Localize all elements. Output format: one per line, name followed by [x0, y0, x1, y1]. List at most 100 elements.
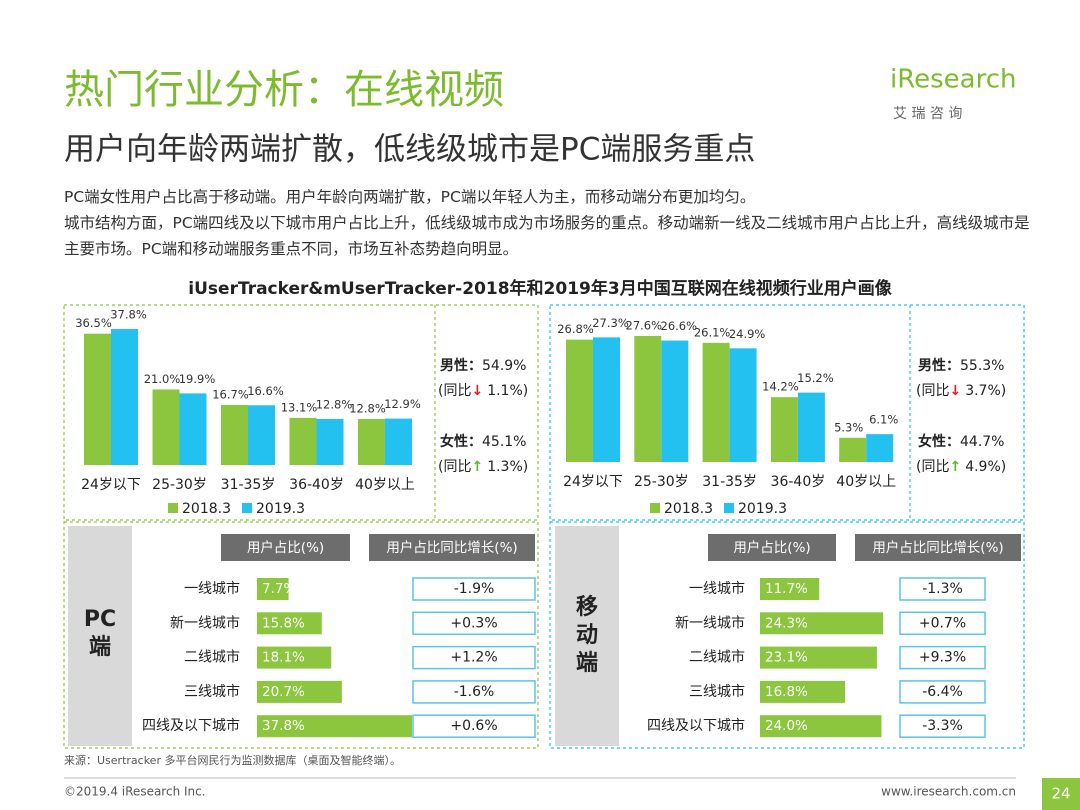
- legend-swatch: [168, 503, 178, 513]
- yoy-cell: [412, 680, 536, 704]
- yoy-label: -3.3%: [922, 718, 963, 734]
- yoy-label: +9.3%: [919, 650, 966, 666]
- value-label: 12.8%: [349, 401, 386, 415]
- yoy-label: +1.2%: [450, 650, 497, 666]
- city-label: 新一线城市: [675, 614, 745, 631]
- gender-yoy: (同比↓ 3.7%): [916, 383, 1006, 399]
- platform-block: [68, 526, 132, 746]
- header-label: 用户占比同比增长(%): [872, 539, 1003, 556]
- x-tick-label: 31-35岁: [702, 474, 757, 490]
- header-cell: [855, 534, 1021, 561]
- bar: [257, 646, 332, 669]
- yoy-label: -1.9%: [454, 581, 495, 597]
- yoy-value: 4.9%): [965, 459, 1006, 475]
- yoy-cell: [899, 645, 986, 670]
- gender-share: 男性：54.9%: [440, 357, 526, 374]
- bar: [289, 417, 317, 465]
- x-tick-label: 36-40岁: [771, 474, 826, 490]
- yoy-cell: [899, 611, 986, 636]
- value-label: 26.8%: [557, 322, 594, 336]
- title: 热门行业分析：在线视频: [64, 67, 504, 113]
- x-tick-label: 25-30岁: [634, 474, 689, 490]
- yoy-value: 3.7%): [965, 383, 1006, 399]
- paragraph: PC端女性用户占比高于移动端。用户年龄向两端扩散，PC端以年轻人为主，而移动端分…: [64, 188, 756, 206]
- source: 来源：Usertracker 多平台网民行为监测数据库（桌面及智能终端）。: [64, 753, 401, 767]
- x-tick-label: 40岁以上: [355, 477, 415, 493]
- gender-share: 女性：44.7%: [918, 433, 1004, 450]
- yoy-cell: [899, 680, 986, 704]
- x-tick-label: 36-40岁: [289, 477, 344, 493]
- bar: [760, 680, 846, 703]
- value-label: 11.7%: [765, 581, 808, 597]
- header-cell: [369, 534, 535, 561]
- x-tick-label: 25-30岁: [152, 477, 207, 493]
- value-label: 23.1%: [765, 650, 808, 666]
- value-label: 5.3%: [834, 420, 863, 434]
- legend-label: 2018.3: [182, 501, 231, 517]
- bar: [760, 612, 883, 635]
- legend-label: 2019.3: [738, 501, 787, 517]
- header-label: 用户占比(%): [247, 539, 324, 556]
- page-badge: [1042, 778, 1080, 810]
- legend-swatch: [242, 503, 252, 513]
- bar: [257, 612, 322, 635]
- legend-swatch: [724, 503, 734, 513]
- bar: [661, 340, 689, 462]
- yoy-label: -1.6%: [454, 684, 495, 700]
- bar: [358, 418, 385, 465]
- yoy-label: +0.6%: [450, 718, 497, 734]
- city-label: 二线城市: [689, 649, 745, 666]
- value-label: 37.8%: [110, 308, 147, 322]
- gender-label: 女性：: [440, 433, 482, 450]
- gender-value: 55.3%: [960, 358, 1004, 374]
- gender-label: 男性：: [918, 357, 960, 374]
- bar: [111, 329, 138, 465]
- x-tick-label: 31-35岁: [221, 477, 276, 493]
- gender-value: 44.7%: [960, 434, 1004, 450]
- gender-yoy: (同比↑ 4.9%): [916, 459, 1006, 475]
- subtitle: 用户向年龄两端扩散，低线级城市是PC端服务重点: [64, 132, 755, 168]
- paragraph: 城市结构方面，PC端四线及以下城市用户占比上升，低线级城市成为市场服务的重点。移…: [64, 214, 1030, 258]
- logo: iResearch: [890, 65, 1016, 95]
- value-label: 24.0%: [765, 718, 808, 734]
- bar: [760, 578, 820, 600]
- city-label: 三线城市: [184, 683, 240, 700]
- value-label: 26.6%: [661, 319, 698, 333]
- value-label: 16.7%: [212, 387, 249, 401]
- value-label: 36.5%: [75, 316, 112, 330]
- yoy-value: 1.3%): [487, 459, 528, 475]
- yoy-cell: [412, 714, 536, 738]
- value-label: 13.1%: [281, 400, 318, 414]
- value-label: 16.6%: [247, 384, 284, 398]
- frames: [63, 304, 1025, 749]
- yoy-label: -6.4%: [922, 684, 963, 700]
- bar: [760, 646, 877, 669]
- gender-value: 54.9%: [482, 358, 526, 374]
- yoy-value: 1.1%): [487, 383, 528, 399]
- bar: [797, 392, 825, 462]
- gender-share: 男性：55.3%: [918, 357, 1004, 374]
- x-tick-label: 40岁以上: [836, 474, 896, 490]
- yoy-arrow: ↓: [949, 383, 961, 399]
- value-label: 19.9%: [179, 372, 216, 386]
- bar: [221, 404, 248, 465]
- value-label: 27.6%: [626, 319, 663, 333]
- value-label: 7.7%: [262, 581, 296, 597]
- bar: [702, 342, 730, 462]
- yoy-prefix: (同比: [438, 459, 471, 475]
- city-label: 四线及以下城市: [647, 717, 745, 734]
- x-tick-label: 24岁以下: [563, 474, 623, 490]
- header-label: 用户占比(%): [733, 539, 810, 556]
- value-label: 24.3%: [765, 615, 808, 631]
- x-tick-label: 24岁以下: [81, 477, 141, 493]
- value-label: 12.9%: [384, 397, 421, 411]
- bar: [866, 434, 894, 462]
- gender-yoy: (同比↓ 1.1%): [438, 383, 528, 399]
- yoy-cell: [412, 645, 536, 670]
- body: PC端女性用户占比高于移动端。用户年龄向两端扩散，PC端以年轻人为主，而移动端分…: [64, 184, 1034, 262]
- yoy-cell: [412, 577, 536, 601]
- bar: [152, 389, 180, 465]
- yoy-cell: [899, 714, 986, 738]
- yoy-arrow: ↑: [949, 459, 961, 475]
